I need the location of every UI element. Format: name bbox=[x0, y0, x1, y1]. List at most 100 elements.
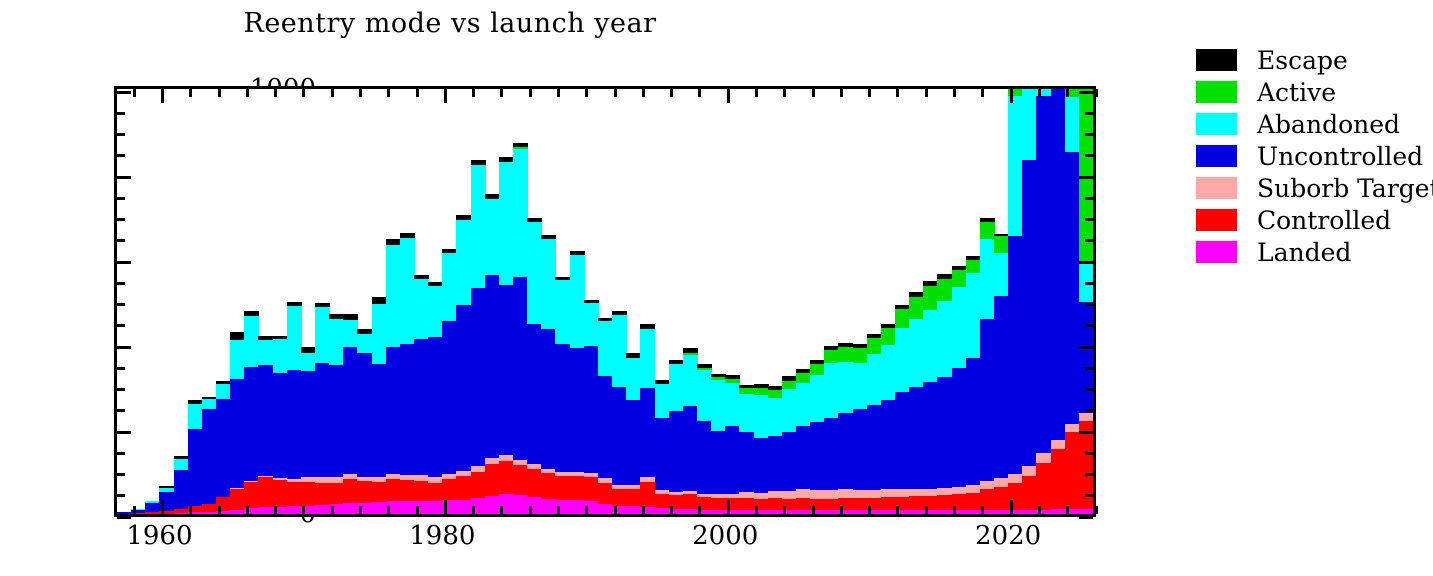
bar-segment-landed bbox=[880, 509, 896, 514]
legend-item-abandoned[interactable]: Abandoned bbox=[1196, 108, 1433, 140]
bar-segment-active bbox=[781, 380, 797, 390]
bar-segment-escape bbox=[612, 310, 628, 316]
bar-segment-escape bbox=[951, 265, 967, 271]
bar-2016 bbox=[951, 89, 967, 514]
bar-segment-controlled bbox=[951, 494, 967, 510]
legend-item-controlled[interactable]: Controlled bbox=[1196, 204, 1433, 236]
x-tick bbox=[896, 506, 900, 514]
bar-segment-suborb-targetd bbox=[244, 480, 260, 482]
x-tick bbox=[726, 500, 730, 514]
x-tick bbox=[1066, 506, 1070, 514]
bar-segment-controlled bbox=[824, 498, 840, 510]
bar-segment-abandoned bbox=[513, 149, 529, 277]
bar-segment-active bbox=[753, 388, 769, 395]
bar-segment-landed bbox=[682, 508, 698, 514]
x-tick bbox=[330, 506, 334, 514]
x-tick bbox=[783, 89, 787, 97]
bar-1978 bbox=[414, 89, 430, 514]
bar-1991 bbox=[597, 89, 613, 514]
bar-segment-landed bbox=[399, 501, 415, 514]
bar-segment-active bbox=[711, 377, 727, 380]
x-tick bbox=[1094, 89, 1098, 97]
y-tick bbox=[1079, 515, 1093, 519]
x-tick bbox=[726, 89, 730, 103]
bar-segment-escape bbox=[909, 292, 925, 298]
x-tick bbox=[132, 89, 136, 97]
bar-segment-abandoned bbox=[385, 244, 401, 347]
bar-segment-escape bbox=[216, 380, 231, 384]
bar-segment-escape bbox=[852, 344, 868, 349]
bar-1987 bbox=[541, 89, 557, 514]
bar-segment-uncontrolled bbox=[272, 372, 288, 479]
x-tick bbox=[415, 506, 419, 514]
y-tick bbox=[1079, 430, 1093, 434]
bar-segment-active bbox=[937, 278, 953, 301]
bar-segment-landed bbox=[1064, 508, 1080, 514]
bar-segment-abandoned bbox=[300, 352, 316, 372]
bar-segment-controlled bbox=[838, 497, 854, 510]
bar-segment-abandoned bbox=[668, 364, 684, 412]
bar-segment-landed bbox=[173, 513, 189, 514]
bar-1964 bbox=[216, 89, 231, 514]
bar-2022 bbox=[1036, 89, 1052, 514]
bar-segment-suborb-targetd bbox=[993, 478, 1009, 487]
bar-segment-controlled bbox=[371, 481, 387, 503]
bar-segment-landed bbox=[753, 509, 769, 514]
y-tick bbox=[117, 218, 125, 221]
bar-segment-abandoned bbox=[767, 397, 783, 436]
bar-segment-uncontrolled bbox=[880, 400, 896, 490]
y-tick bbox=[1085, 409, 1093, 413]
stacked-bar-series bbox=[117, 89, 1093, 514]
legend-item-uncontrolled[interactable]: Uncontrolled bbox=[1196, 140, 1433, 172]
bar-segment-controlled bbox=[965, 492, 981, 510]
bar-segment-suborb-targetd bbox=[696, 493, 712, 497]
x-tick bbox=[415, 89, 419, 97]
x-tick bbox=[1009, 500, 1013, 514]
bar-segment-escape bbox=[739, 384, 755, 389]
bar-segment-abandoned bbox=[866, 354, 882, 406]
bar-2001 bbox=[739, 89, 755, 514]
y-tick bbox=[1085, 133, 1093, 136]
bar-segment-abandoned bbox=[343, 320, 359, 347]
bar-segment-controlled bbox=[201, 503, 217, 513]
bar-segment-uncontrolled bbox=[993, 295, 1009, 479]
bar-segment-suborb-targetd bbox=[258, 475, 274, 478]
bar-segment-escape bbox=[286, 301, 302, 306]
bar-segment-escape bbox=[187, 400, 203, 405]
bar-segment-uncontrolled bbox=[385, 346, 401, 475]
bar-segment-uncontrolled bbox=[795, 425, 811, 490]
y-tick bbox=[1085, 324, 1093, 328]
bar-segment-controlled bbox=[498, 461, 514, 495]
x-tick bbox=[528, 506, 532, 514]
legend-label: Active bbox=[1257, 77, 1337, 107]
bar-segment-abandoned bbox=[1008, 95, 1024, 237]
bar-segment-controlled bbox=[993, 486, 1009, 510]
legend-swatch-icon bbox=[1196, 145, 1237, 167]
x-tick bbox=[245, 89, 249, 97]
x-tick bbox=[839, 506, 843, 514]
bar-segment-active bbox=[725, 378, 741, 384]
bar-1977 bbox=[399, 89, 415, 514]
legend-item-active[interactable]: Active bbox=[1196, 76, 1433, 108]
bar-segment-uncontrolled bbox=[230, 378, 246, 488]
bar-2008 bbox=[838, 89, 854, 514]
legend-swatch-icon bbox=[1196, 113, 1237, 135]
bar-1976 bbox=[385, 89, 401, 514]
bar-segment-uncontrolled bbox=[329, 365, 345, 477]
bar-segment-landed bbox=[993, 509, 1009, 514]
y-tick bbox=[1085, 154, 1093, 158]
bar-segment-suborb-targetd bbox=[1008, 474, 1024, 484]
bar-segment-uncontrolled bbox=[696, 421, 712, 494]
x-tick bbox=[839, 89, 843, 97]
bar-segment-landed bbox=[1078, 508, 1093, 514]
bar-segment-escape bbox=[484, 194, 500, 199]
legend-item-landed[interactable]: Landed bbox=[1196, 236, 1433, 268]
legend-item-suborb-targetd[interactable]: Suborb Targetd bbox=[1196, 172, 1433, 204]
bar-segment-abandoned bbox=[640, 328, 656, 389]
x-tick bbox=[1066, 89, 1070, 97]
bar-segment-landed bbox=[979, 509, 995, 514]
bar-1965 bbox=[230, 89, 246, 514]
y-tick bbox=[117, 345, 131, 349]
legend-item-escape[interactable]: Escape bbox=[1196, 44, 1433, 76]
bar-segment-escape bbox=[541, 235, 557, 240]
